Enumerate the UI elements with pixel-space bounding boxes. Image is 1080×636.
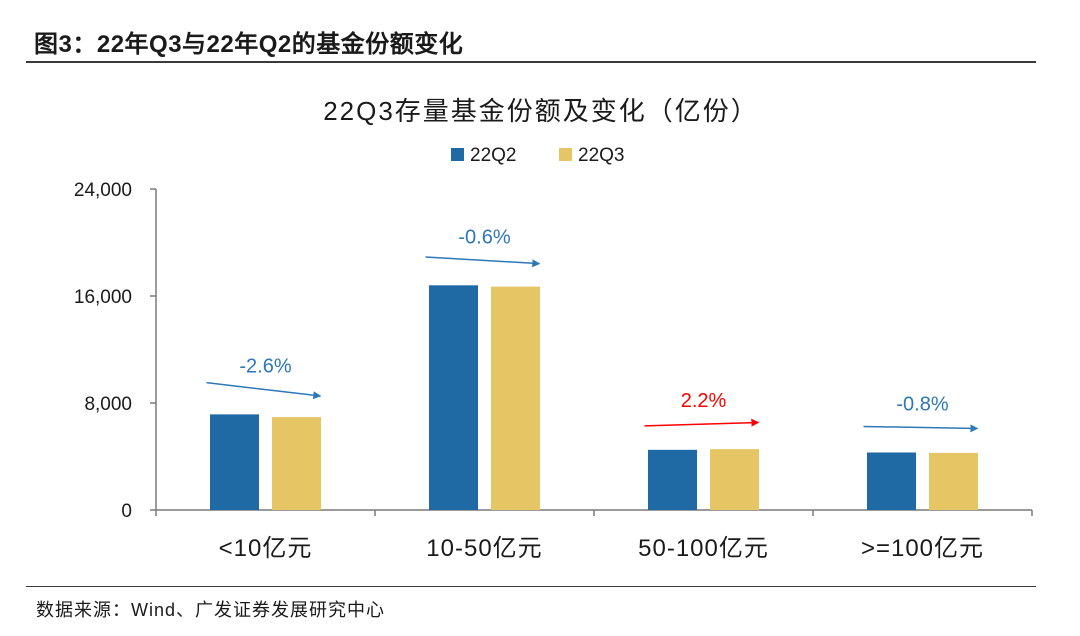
x-axis [155, 509, 1033, 516]
change-label-3: -0.8% [896, 393, 948, 415]
y-tick-label: 16,000 [74, 287, 132, 308]
change-annotations: -2.6% -0.6% 2.2% -0.8% [206, 226, 979, 433]
top-rule [26, 61, 1036, 63]
legend-swatch-22q2 [451, 148, 464, 161]
bottom-rule [26, 586, 1036, 587]
chart-title: 22Q3存量基金份额及变化（亿份） [323, 96, 759, 126]
y-tick-label: 0 [121, 501, 132, 522]
bar-22q3-3 [929, 452, 978, 510]
change-arrow-1 [425, 256, 541, 268]
legend: 22Q2 22Q3 [451, 145, 624, 166]
y-tick-label: 8,000 [84, 394, 132, 415]
bar-22q3-0 [272, 417, 321, 510]
x-category-label: >=100亿元 [861, 535, 984, 562]
legend-label-22q2: 22Q2 [470, 145, 516, 166]
change-arrow-3 [863, 424, 979, 433]
x-category-label: <10亿元 [219, 535, 313, 562]
legend-label-22q3: 22Q3 [578, 145, 624, 166]
source-note: 数据来源：Wind、广发证券发展研究中心 [36, 600, 386, 620]
y-tick-label: 24,000 [74, 180, 132, 201]
change-label-0: -2.6% [239, 355, 291, 377]
y-axis: 0 8,000 16,000 24,000 [74, 180, 157, 522]
change-arrow-2 [644, 418, 760, 427]
change-label-2: 2.2% [681, 390, 727, 412]
bar-chart: 22Q3存量基金份额及变化（亿份） 22Q2 22Q3 0 8,000 16,000… [74, 96, 1033, 562]
legend-swatch-22q3 [559, 148, 572, 161]
bar-22q2-2 [648, 449, 697, 510]
x-category-label: 10-50亿元 [426, 535, 542, 562]
bar-22q2-1 [429, 285, 478, 510]
change-label-1: -0.6% [458, 226, 510, 248]
change-arrow-0 [206, 381, 322, 400]
bar-22q3-2 [710, 449, 759, 510]
figure-label: 图3：22年Q3与22年Q2的基金份额变化 [34, 31, 464, 58]
bar-22q3-1 [491, 286, 540, 510]
bar-22q2-0 [210, 414, 259, 510]
category-labels: <10亿元 10-50亿元 50-100亿元 >=100亿元 [219, 535, 984, 562]
bars [210, 285, 978, 510]
bar-22q2-3 [867, 452, 916, 510]
x-category-label: 50-100亿元 [638, 535, 769, 562]
